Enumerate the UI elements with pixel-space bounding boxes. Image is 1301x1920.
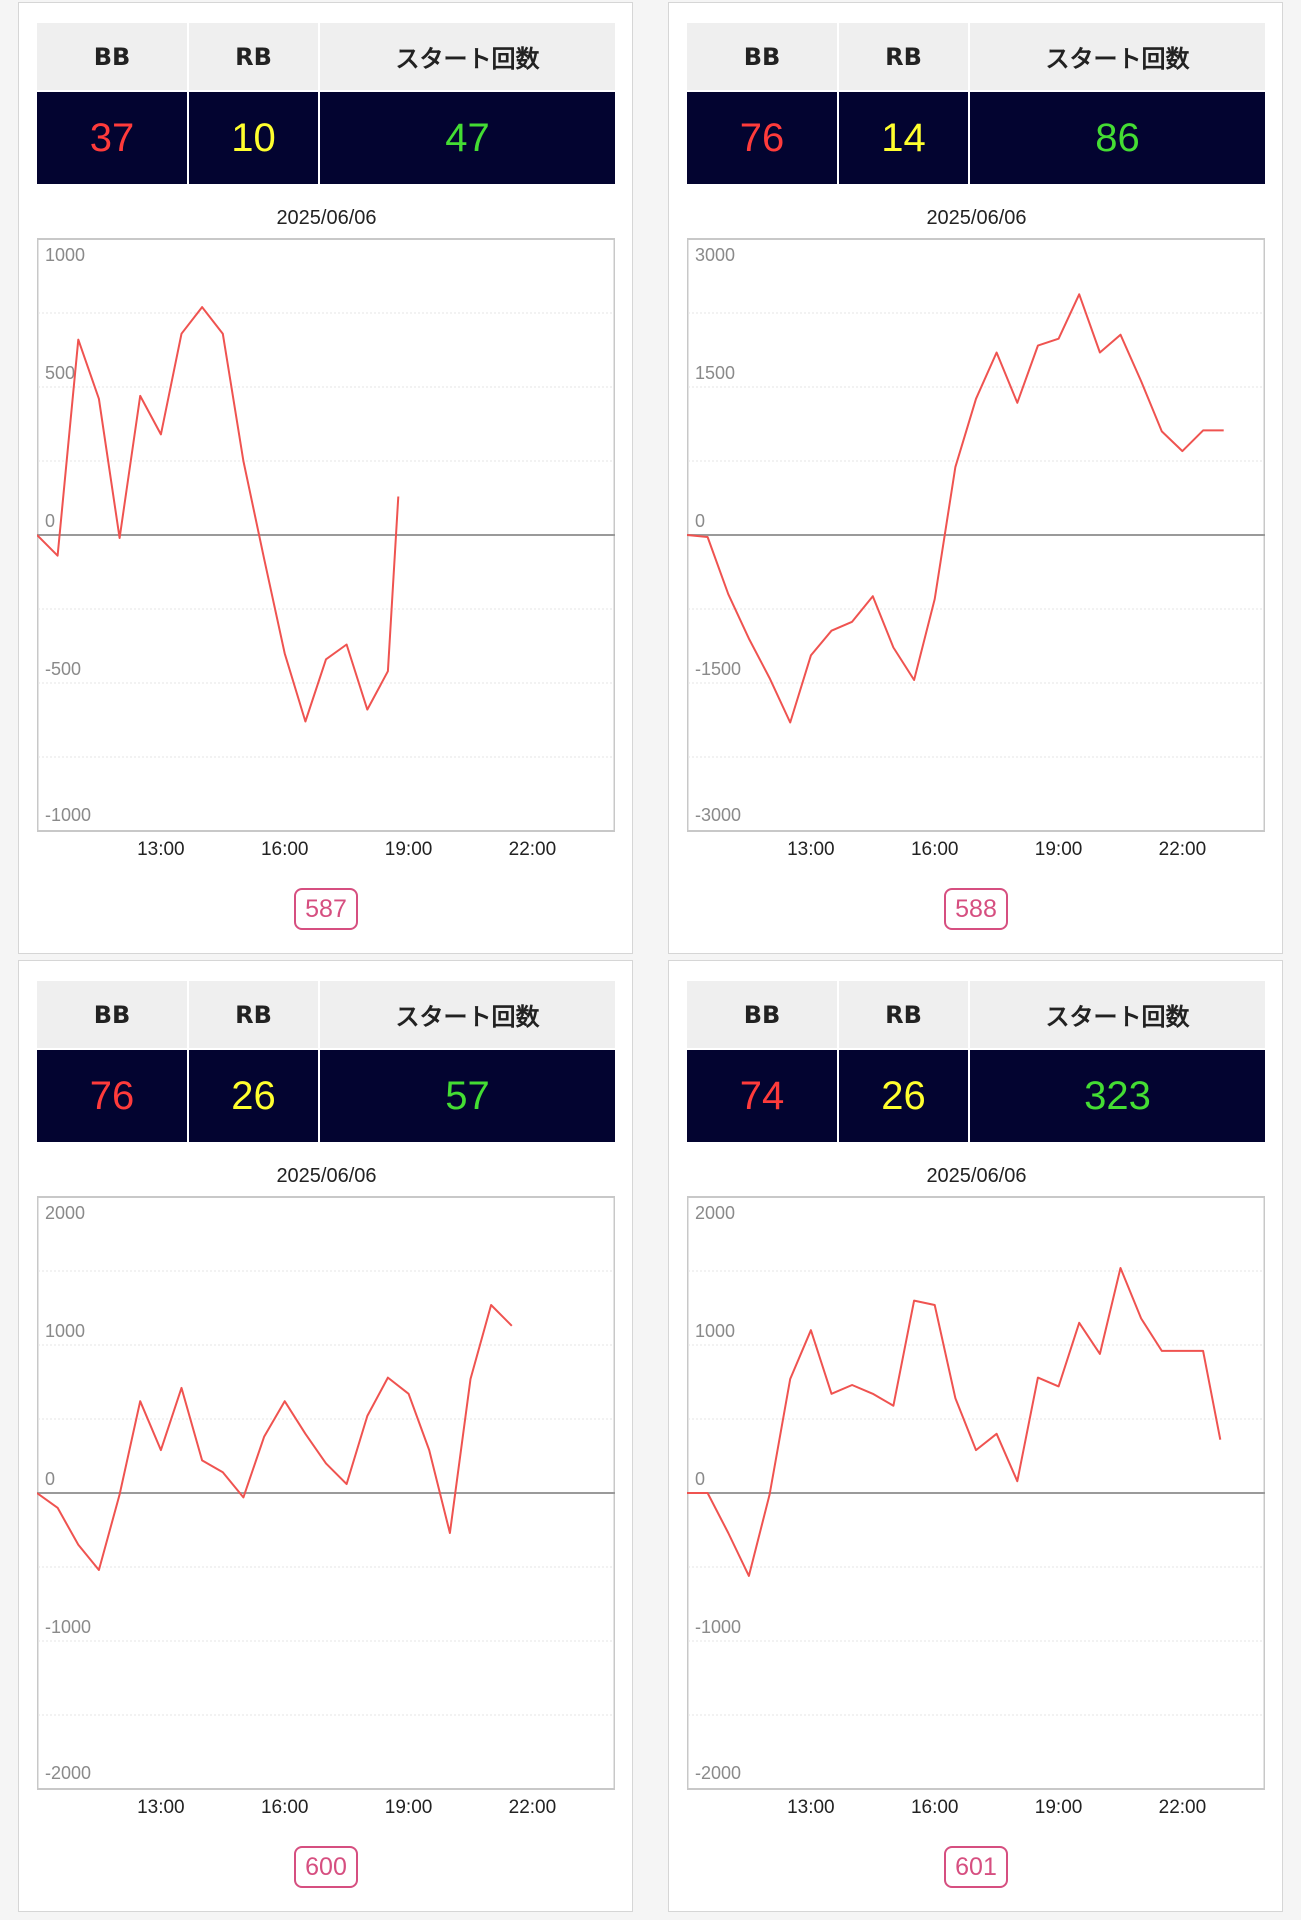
machine-card: BB RB スタート回数 74 26 323 2025/06/06 2000 10… [668, 960, 1283, 1912]
y-tick-label: -1500 [695, 659, 741, 679]
series-line [37, 1304, 513, 1571]
y-tick-label: -2000 [695, 1763, 741, 1783]
y-tick-label: 0 [695, 1469, 705, 1489]
y-tick-label: -1000 [695, 1617, 741, 1637]
y-tick-label: 0 [45, 1469, 55, 1489]
x-tick-label: 22:00 [1159, 839, 1207, 855]
bb-header: BB [687, 23, 839, 91]
y-tick-label: 3000 [695, 245, 735, 265]
start-count-header: スタート回数 [319, 23, 615, 91]
y-tick-label: 0 [695, 511, 705, 531]
start-count-header: スタート回数 [969, 981, 1265, 1049]
y-tick-label: 1000 [45, 245, 85, 265]
x-tick-label: 19:00 [1035, 1797, 1083, 1813]
chart-date: 2025/06/06 [926, 1165, 1027, 1187]
x-tick-label: 16:00 [261, 1797, 309, 1813]
rb-count: 14 [838, 90, 970, 184]
start-count: 323 [969, 1048, 1265, 1142]
x-tick-label: 19:00 [385, 1797, 433, 1813]
rb-count: 10 [188, 90, 320, 184]
y-tick-label: 1000 [45, 1321, 85, 1341]
machine-card: BB RB スタート回数 37 10 47 2025/06/06 1000 500… [18, 2, 633, 954]
start-count-header: スタート回数 [969, 23, 1265, 91]
bb-count: 37 [37, 90, 189, 184]
machine-card: BB RB スタート回数 76 26 57 2025/06/06 2000 100… [18, 960, 633, 1912]
bb-count: 74 [687, 1048, 839, 1142]
y-tick-label: -500 [45, 659, 81, 679]
stats-table: BB RB スタート回数 37 10 47 [37, 23, 615, 184]
y-tick-label: 2000 [45, 1203, 85, 1223]
x-tick-label: 16:00 [261, 839, 309, 855]
line-chart: 2000 1000 0 -1000 -2000 13:00 16:00 19:00 22:00 [37, 1196, 615, 1813]
bb-header: BB [37, 981, 189, 1049]
chart-date: 2025/06/06 [276, 207, 377, 229]
start-count: 86 [969, 90, 1265, 184]
x-tick-label: 22:00 [509, 839, 557, 855]
bb-header: BB [687, 981, 839, 1049]
machine-number-link[interactable]: 601 [944, 1846, 1008, 1888]
y-tick-label: 2000 [695, 1203, 735, 1223]
x-tick-label: 22:00 [509, 1797, 557, 1813]
rb-header: RB [838, 23, 970, 91]
x-tick-label: 16:00 [911, 1797, 959, 1813]
series-line [687, 293, 1224, 724]
y-tick-label: -3000 [695, 805, 741, 825]
bb-count: 76 [687, 90, 839, 184]
y-tick-label: 1500 [695, 363, 735, 383]
x-tick-label: 16:00 [911, 839, 959, 855]
rb-header: RB [188, 23, 320, 91]
y-tick-label: -2000 [45, 1763, 91, 1783]
y-tick-label: -1000 [45, 1617, 91, 1637]
line-chart: 3000 1500 0 -1500 -3000 13:00 16:00 19:00 22:00 [687, 238, 1265, 855]
chart-date: 2025/06/06 [926, 207, 1027, 229]
x-tick-label: 13:00 [787, 839, 835, 855]
line-chart: 1000 500 0 -500 -1000 13:00 16:00 19:00 22:00 [37, 238, 615, 855]
x-tick-label: 13:00 [787, 1797, 835, 1813]
stats-table: BB RB スタート回数 76 26 57 [37, 981, 615, 1142]
x-tick-label: 19:00 [1035, 839, 1083, 855]
x-tick-label: 19:00 [385, 839, 433, 855]
bb-count: 76 [37, 1048, 189, 1142]
machine-number-link[interactable]: 588 [944, 888, 1008, 930]
x-tick-label: 13:00 [137, 839, 185, 855]
y-tick-label: -1000 [45, 805, 91, 825]
start-count-header: スタート回数 [319, 981, 615, 1049]
rb-count: 26 [838, 1048, 970, 1142]
stats-table: BB RB スタート回数 74 26 323 [687, 981, 1265, 1142]
chart-date: 2025/06/06 [276, 1165, 377, 1187]
line-chart: 2000 1000 0 -1000 -2000 13:00 16:00 19:00 22:00 [687, 1196, 1265, 1813]
series-line [687, 1267, 1222, 1577]
machine-number-link[interactable]: 587 [294, 888, 358, 930]
x-tick-label: 13:00 [137, 1797, 185, 1813]
series-line [37, 306, 400, 723]
y-tick-label: 1000 [695, 1321, 735, 1341]
rb-header: RB [188, 981, 320, 1049]
start-count: 47 [319, 90, 615, 184]
machine-number-link[interactable]: 600 [294, 1846, 358, 1888]
start-count: 57 [319, 1048, 615, 1142]
bb-header: BB [37, 23, 189, 91]
stats-table: BB RB スタート回数 76 14 86 [687, 23, 1265, 184]
y-tick-label: 500 [45, 363, 75, 383]
rb-header: RB [838, 981, 970, 1049]
y-tick-label: 0 [45, 511, 55, 531]
rb-count: 26 [188, 1048, 320, 1142]
x-tick-label: 22:00 [1159, 1797, 1207, 1813]
machine-card: BB RB スタート回数 76 14 86 2025/06/06 3000 150… [668, 2, 1283, 954]
